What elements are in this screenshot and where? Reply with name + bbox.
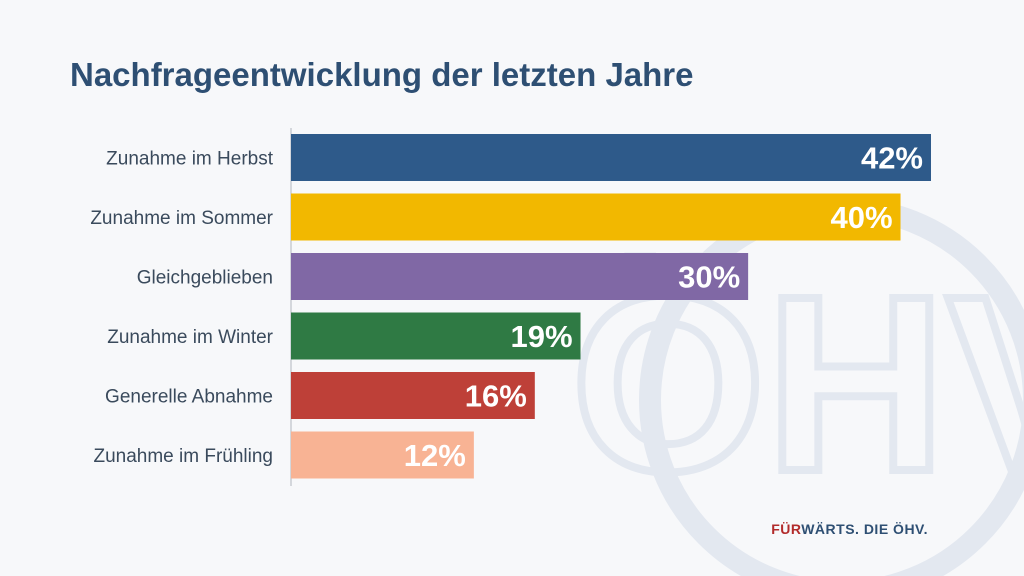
category-label-2: Gleichgeblieben xyxy=(137,268,273,289)
value-label-2: 30% xyxy=(678,260,740,295)
bar-1 xyxy=(291,193,901,241)
bars-group: Zunahme im Herbst 42% Zunahme im Sommer 40%… xyxy=(90,134,931,479)
chart-title: Nachfrageentwicklung der letzten Jahre xyxy=(70,56,694,93)
value-label-1: 40% xyxy=(830,200,892,235)
bar-4 xyxy=(291,372,535,419)
value-label-4: 16% xyxy=(465,379,527,414)
category-label-4: Generelle Abnahme xyxy=(105,387,273,408)
bar-5 xyxy=(291,431,474,479)
category-label-3: Zunahme im Winter xyxy=(107,327,273,348)
value-label-5: 12% xyxy=(404,438,466,473)
category-label-5: Zunahme im Frühling xyxy=(93,446,273,467)
category-label-0: Zunahme im Herbst xyxy=(106,149,274,170)
bar-0 xyxy=(291,134,931,181)
slogan: FÜRWÄRTS. DIE ÖHV. xyxy=(771,521,928,537)
slogan-highlight: FÜR xyxy=(771,521,802,537)
category-label-1: Zunahme im Sommer xyxy=(90,208,273,229)
slogan-text: WÄRTS. DIE ÖHV. xyxy=(801,521,928,537)
value-label-0: 42% xyxy=(861,141,923,176)
bar-2 xyxy=(291,253,749,300)
bar-3 xyxy=(291,312,581,360)
value-label-3: 19% xyxy=(510,319,572,354)
